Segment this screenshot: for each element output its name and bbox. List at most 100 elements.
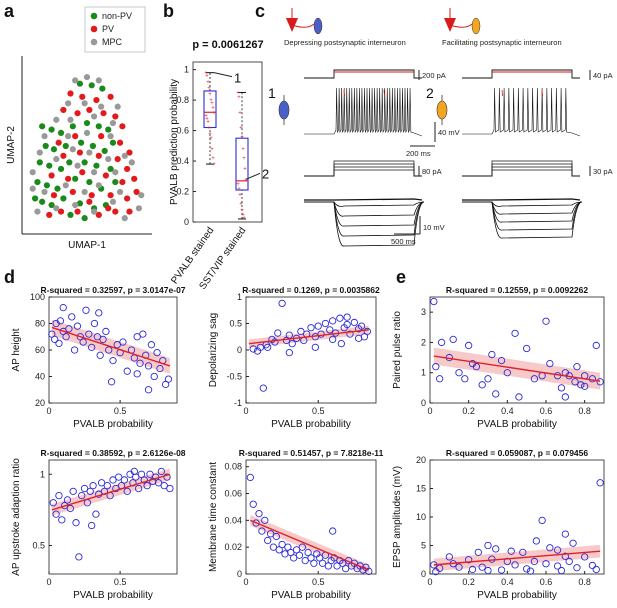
umap-y-label: UMAP-2 bbox=[6, 126, 17, 164]
box-point: + bbox=[242, 215, 246, 221]
cell-label: 2 bbox=[426, 85, 434, 101]
umap-point-non-pv bbox=[58, 166, 64, 172]
umap-point-pv bbox=[60, 153, 66, 159]
scalebar-label-10mV: 10 mV bbox=[423, 223, 445, 232]
scalebar-label-200pA: 200 pA bbox=[422, 71, 446, 80]
scalebar-label-200ms: 200 ms bbox=[406, 149, 431, 158]
umap-point-non-pv bbox=[105, 127, 111, 133]
scatter-xtick-label: 0.5 bbox=[114, 577, 127, 587]
scatter-ytick-label: 0.06 bbox=[224, 489, 242, 499]
neuron-soma bbox=[279, 101, 289, 119]
presynaptic-axon bbox=[450, 8, 472, 27]
umap-point-mpc bbox=[110, 120, 116, 126]
current-step-trace bbox=[462, 70, 580, 78]
box-point: + bbox=[207, 86, 211, 92]
boxplot-ytick-label: 0 bbox=[184, 217, 189, 227]
umap-point-pv bbox=[60, 107, 66, 113]
step-family-trace bbox=[462, 170, 580, 176]
panel-e-epsp: R-squared = 0.059087, p = 0.0794560 0.2 0.… bbox=[392, 448, 604, 601]
legend-label-pv: PV bbox=[102, 24, 114, 34]
umap-point-pv bbox=[79, 94, 85, 100]
umap-point-pv bbox=[77, 149, 83, 155]
voltage-baseline-trace bbox=[462, 199, 580, 200]
umap-point-pv bbox=[98, 133, 104, 139]
scatter-ytick-label: 100 bbox=[30, 292, 45, 302]
annotation-label-1: 1 bbox=[234, 71, 241, 86]
umap-point-pv bbox=[70, 189, 76, 195]
scatter-xtick-label: 0.5 bbox=[312, 406, 325, 416]
umap-point-mpc bbox=[122, 215, 128, 221]
scatter-xtick-label: 0 bbox=[243, 406, 248, 416]
neuron-soma bbox=[437, 101, 447, 119]
scatter-ytick-label: 20 bbox=[416, 455, 426, 465]
umap-point-non-pv bbox=[39, 123, 45, 129]
panel-a-umap: UMAP-1UMAP-2non-PVPVMPC bbox=[6, 7, 152, 251]
umap-point-non-pv bbox=[32, 195, 38, 201]
umap-point-mpc bbox=[136, 205, 142, 211]
umap-point-pv bbox=[119, 123, 125, 129]
umap-point-non-pv bbox=[39, 199, 45, 205]
scatter-y-label: AP upstroke adaption ratio bbox=[11, 458, 22, 576]
scatter-ytick-label: 3 bbox=[421, 307, 426, 317]
voltage-family-trace bbox=[462, 202, 582, 207]
umap-point-mpc bbox=[122, 153, 128, 159]
box-point: + bbox=[211, 156, 215, 162]
umap-point-mpc bbox=[112, 169, 118, 175]
box-point: + bbox=[206, 119, 210, 125]
umap-point-non-pv bbox=[89, 82, 95, 88]
umap-point-non-pv bbox=[44, 182, 50, 188]
scalebar-label-80pA: 80 pA bbox=[422, 167, 442, 176]
umap-point-mpc bbox=[67, 117, 73, 123]
step-family-trace bbox=[304, 161, 422, 176]
umap-point-mpc bbox=[110, 199, 116, 205]
umap-point-mpc bbox=[84, 74, 90, 80]
scatter-xtick-label: 0.6 bbox=[540, 406, 553, 416]
trace-title: Depressing postsynaptic interneuron bbox=[284, 38, 406, 47]
umap-point-non-pv bbox=[70, 123, 76, 129]
panel-d-upstroke-ratio: R-squared = 0.38592, p = 2.6126e-080 0.50… bbox=[11, 448, 186, 601]
scatter-xtick-label: 0.2 bbox=[462, 577, 475, 587]
umap-point-mpc bbox=[91, 209, 97, 215]
umap-point-mpc bbox=[91, 169, 97, 175]
umap-point-pv bbox=[119, 179, 125, 185]
scatter-y-label: EPSP amplitudes (mV) bbox=[392, 466, 403, 568]
scatter-ytick-label: -1 bbox=[234, 398, 242, 408]
scatter-x-label: PVALB probability bbox=[271, 419, 351, 430]
scatter-ytick-label: 0.5 bbox=[229, 319, 242, 329]
umap-point-mpc bbox=[63, 182, 69, 188]
box-point: + bbox=[212, 162, 216, 168]
box-point: + bbox=[243, 167, 247, 173]
umap-point-non-pv bbox=[46, 163, 52, 169]
umap-point-non-pv bbox=[93, 163, 99, 169]
umap-point-non-pv bbox=[58, 130, 64, 136]
umap-point-mpc bbox=[65, 133, 71, 139]
umap-point-mpc bbox=[96, 182, 102, 188]
umap-point-mpc bbox=[117, 189, 123, 195]
umap-point-pv bbox=[46, 212, 52, 218]
scatter-ytick-label: 1 bbox=[421, 368, 426, 378]
boxplot-ytick-label: 1 bbox=[184, 65, 189, 75]
umap-point-pv bbox=[49, 172, 55, 178]
umap-point-pv bbox=[72, 133, 78, 139]
scatter-title: R-squared = 0.51457, p = 7.8218e-11 bbox=[239, 448, 384, 458]
scatter-ytick-label: 40 bbox=[35, 372, 45, 382]
umap-point-non-pv bbox=[60, 195, 66, 201]
umap-point-pv bbox=[105, 205, 111, 211]
synapse-schematic bbox=[286, 8, 322, 34]
scatter-x-label: PVALB probability bbox=[73, 590, 153, 601]
scatter-x-label: PVALB probability bbox=[477, 590, 557, 601]
umap-point-non-pv bbox=[82, 215, 88, 221]
scatter-ytick-label: 10 bbox=[416, 512, 426, 522]
umap-point-non-pv bbox=[67, 212, 73, 218]
umap-point-pv bbox=[100, 110, 106, 116]
umap-point-non-pv bbox=[49, 127, 55, 133]
voltage-family-trace bbox=[462, 202, 582, 214]
current-step-trace bbox=[304, 70, 422, 78]
umap-point-pv bbox=[112, 113, 118, 119]
umap-point-pv bbox=[93, 97, 99, 103]
umap-point-pv bbox=[86, 107, 92, 113]
umap-point-pv bbox=[108, 94, 114, 100]
trace-title: Facilitating postsynaptic interneuron bbox=[442, 38, 562, 47]
umap-point-mpc bbox=[30, 169, 36, 175]
scatter-frame bbox=[430, 297, 604, 403]
